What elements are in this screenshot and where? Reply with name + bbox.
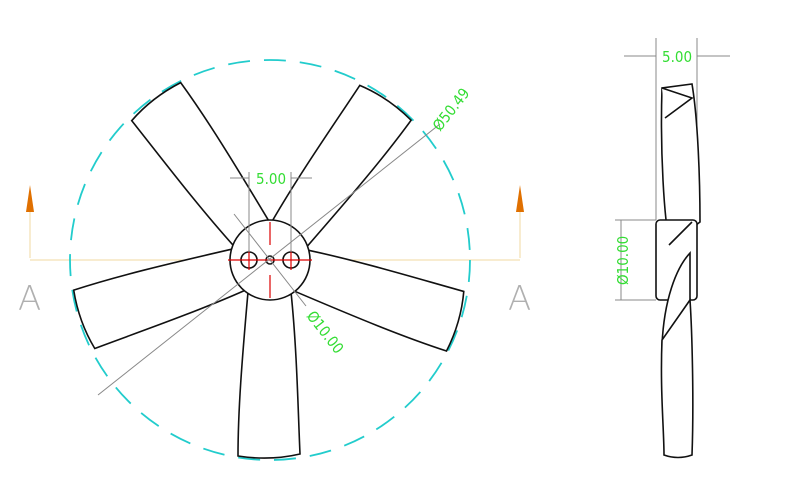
dim-thickness-text: 5.00 <box>662 48 692 66</box>
dim-hub-diameter-text: Ø10.00 <box>303 307 348 357</box>
blade <box>237 291 301 459</box>
dim-side-hub-text: Ø10.00 <box>614 236 632 285</box>
side-view: 5.00 Ø10.00 <box>614 38 730 459</box>
svg-text:A: A <box>18 279 41 319</box>
dim-hole-spacing: 5.00 <box>230 170 312 252</box>
blade <box>270 84 413 249</box>
dim-outer-diameter-text: Ø50.49 <box>429 85 474 135</box>
side-blade-lower <box>660 297 694 459</box>
outer-diameter-circle <box>69 59 471 461</box>
section-marker-left: A <box>18 185 41 319</box>
section-arrow-icon <box>516 185 524 212</box>
blade <box>292 248 465 352</box>
blade <box>130 81 271 248</box>
propeller-blades <box>72 81 465 459</box>
dim-hole-spacing-text: 5.00 <box>256 170 286 188</box>
section-marker-right: A <box>508 185 531 319</box>
blade <box>72 248 248 350</box>
section-arrow-icon <box>26 185 34 212</box>
svg-text:A: A <box>508 279 531 319</box>
